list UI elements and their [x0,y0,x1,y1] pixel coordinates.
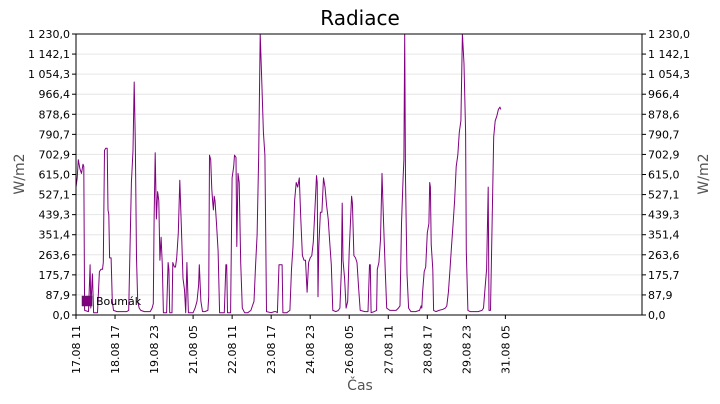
y-tick-label-right: 702,9 [648,148,680,161]
x-tick-label: 31.08 05 [499,325,512,374]
y-tick-label-left: 966,4 [39,88,71,101]
x-tick-label: 27.08 11 [382,325,395,374]
x-tick-label: 19.08 23 [148,325,161,374]
y-tick-label-right: 878,6 [648,108,680,121]
y-tick-label-left: 263,6 [39,249,71,262]
legend: Boumák [81,295,142,308]
y-tick-label-left: 878,6 [39,108,71,121]
y-tick-label-left: 527,1 [39,189,71,202]
y-tick-label-left: 702,9 [39,148,71,161]
y-tick-label-right: 527,1 [648,189,680,202]
y-tick-label-left: 351,4 [39,229,71,242]
y-tick-label-right: 790,7 [648,128,680,141]
y-tick-label-left: 790,7 [39,128,71,141]
x-tick-label: 18.08 17 [109,325,122,374]
x-tick-label: 22.08 11 [226,325,239,374]
y-tick-label-right: 615,0 [648,169,680,182]
x-axis-title: Čas [347,376,373,394]
x-axis: 17.08 11 18.08 17 19.08 23 21.08 05 22.08 11… [70,315,512,374]
y-tick-label-right: 263,6 [648,249,680,262]
x-tick-label: 24.08 23 [304,325,317,374]
grid [76,53,642,296]
series-layer [75,33,502,314]
y-axis-title-right: W/m2 [696,153,712,194]
y-tick-label-left: 1 054,3 [28,68,70,81]
legend-swatch [81,295,93,307]
y-tick-label-left: 87,9 [46,289,71,302]
y-axis-title-left: W/m2 [12,153,28,194]
y-tick-label-right: 966,4 [648,88,680,101]
y-tick-label-left: 1 142,1 [28,48,70,61]
y-tick-label-right: 351,4 [648,229,680,242]
x-tick-label: 23.08 17 [265,325,278,374]
y-tick-label-right: 1 142,1 [648,48,690,61]
y-tick-label-right: 0,0 [648,309,666,322]
x-tick-label: 28.08 17 [421,325,434,374]
x-tick-label: 17.08 11 [70,325,83,374]
y-tick-label-right: 87,9 [648,289,673,302]
chart-title: Radiace [320,6,400,30]
y-tick-label-left: 0,0 [53,309,71,322]
x-tick-label: 26.08 05 [343,325,356,374]
y-tick-label-left: 175,7 [39,269,71,282]
y-tick-label-right: 439,3 [648,209,680,222]
x-tick-label: 29.08 23 [460,325,473,374]
x-tick-label: 21.08 05 [187,325,200,374]
y-tick-label-right: 1 230,0 [648,28,690,41]
legend-label: Boumák [96,295,142,308]
y-tick-label-left: 439,3 [39,209,71,222]
y-tick-label-left: 615,0 [39,169,71,182]
y-axis-right: 0,0 87,9 175,7 263,6 351,4 439,3 527,1 615,0 702… [642,28,690,322]
series-line [75,33,502,314]
y-axis-left: 0,0 87,9 175,7 263,6 351,4 439,3 527,1 615,0 702… [28,28,76,322]
y-tick-label-right: 175,7 [648,269,680,282]
y-tick-label-right: 1 054,3 [648,68,690,81]
y-tick-label-left: 1 230,0 [28,28,70,41]
